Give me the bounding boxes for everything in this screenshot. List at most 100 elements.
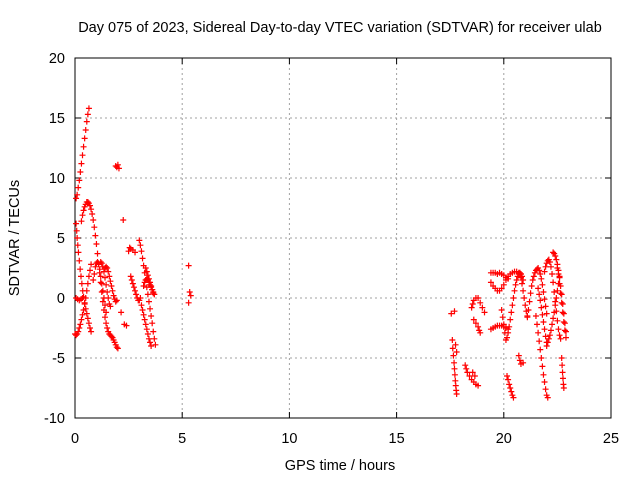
- data-point: [551, 289, 558, 295]
- data-point: [128, 277, 135, 283]
- data-point: [144, 291, 151, 298]
- data-point: [504, 334, 511, 341]
- data-point: [554, 287, 561, 294]
- data-point: [103, 263, 110, 270]
- data-point: [469, 369, 476, 376]
- data-point: [550, 279, 557, 286]
- data-point: [541, 326, 548, 333]
- data-point: [545, 335, 552, 342]
- data-point: [498, 307, 505, 313]
- data-point: [506, 323, 513, 330]
- data-point: [77, 266, 84, 273]
- data-point: [97, 259, 104, 265]
- data-point: [500, 281, 507, 288]
- data-point: [104, 325, 111, 331]
- data-point: [90, 277, 97, 283]
- data-point: [73, 332, 80, 339]
- data-point: [558, 291, 565, 298]
- y-tick-label: 20: [49, 51, 65, 67]
- data-point: [94, 250, 101, 257]
- data-point: [450, 352, 457, 359]
- data-point: [140, 311, 147, 318]
- data-point: [507, 385, 514, 391]
- data-point: [147, 279, 154, 286]
- data-point: [151, 291, 158, 298]
- data-point: [470, 316, 477, 323]
- data-point: [103, 281, 110, 288]
- data-point: [559, 369, 566, 376]
- data-point: [534, 321, 541, 328]
- data-point: [556, 280, 563, 287]
- data-point: [118, 309, 125, 316]
- data-point: [141, 316, 148, 323]
- data-point: [555, 326, 562, 333]
- data-point: [528, 283, 535, 289]
- data-point: [559, 309, 566, 316]
- data-point: [92, 232, 99, 239]
- data-point: [137, 242, 144, 249]
- data-point: [472, 320, 479, 327]
- data-point: [552, 302, 559, 309]
- data-point: [541, 268, 548, 275]
- data-point: [138, 248, 145, 255]
- data-point: [562, 334, 569, 341]
- data-point: [144, 272, 151, 279]
- data-point: [104, 265, 111, 271]
- data-point: [560, 319, 567, 325]
- data-point: [78, 316, 85, 323]
- data-point: [540, 371, 547, 378]
- data-point: [139, 255, 146, 262]
- data-point: [505, 329, 512, 336]
- data-point: [90, 217, 97, 223]
- data-point: [556, 274, 563, 281]
- data-point: [449, 337, 456, 343]
- data-point: [487, 279, 494, 286]
- data-point: [477, 329, 484, 336]
- x-tick-label: 20: [496, 431, 512, 447]
- data-point: [525, 307, 532, 313]
- data-point: [84, 315, 91, 322]
- data-point: [108, 333, 115, 340]
- data-point: [538, 355, 545, 361]
- data-point: [113, 344, 120, 351]
- data-point: [469, 301, 476, 307]
- data-point: [519, 273, 526, 280]
- data-point: [448, 310, 455, 317]
- data-point: [541, 296, 548, 303]
- data-point: [562, 328, 569, 335]
- data-point: [559, 301, 566, 307]
- data-point: [93, 241, 100, 247]
- data-point: [479, 304, 486, 311]
- grid: [75, 58, 611, 418]
- data-point: [521, 295, 528, 301]
- data-point: [140, 283, 147, 289]
- data-point: [453, 391, 460, 397]
- data-point: [550, 315, 557, 322]
- data-point: [142, 265, 149, 271]
- data-point: [504, 373, 511, 379]
- data-point: [505, 376, 512, 383]
- chart-title: Day 075 of 2023, Sidereal Day-to-day VTE…: [78, 20, 602, 36]
- data-point: [557, 290, 564, 297]
- data-point: [115, 165, 122, 172]
- data-point: [143, 326, 150, 333]
- data-point: [554, 265, 561, 271]
- data-point: [73, 227, 80, 234]
- data-point: [148, 283, 155, 289]
- data-point: [148, 313, 155, 319]
- data-point: [556, 332, 563, 339]
- data-point: [537, 297, 544, 304]
- data-point: [87, 267, 94, 274]
- data-point: [509, 302, 516, 309]
- data-point: [477, 299, 484, 306]
- data-point: [114, 345, 121, 352]
- data-point: [552, 253, 559, 259]
- data-point: [84, 280, 91, 287]
- data-point: [142, 321, 149, 328]
- x-axis-label: GPS time / hours: [285, 458, 395, 474]
- data-point: [76, 177, 83, 184]
- data-point: [143, 268, 150, 275]
- y-tick-label: 5: [57, 231, 65, 247]
- data-point: [147, 339, 154, 346]
